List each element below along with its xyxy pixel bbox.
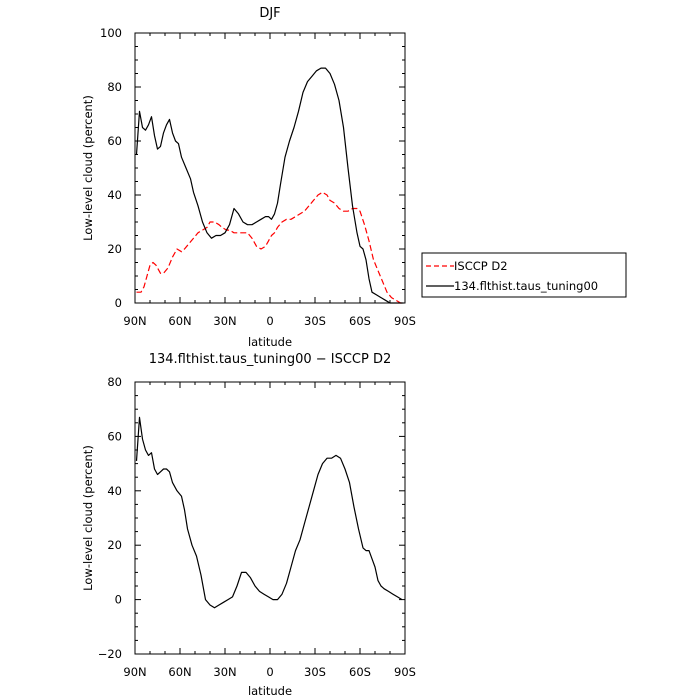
series-line-model <box>135 67 404 304</box>
top-plot-frame <box>134 32 406 304</box>
series-line-isccp-d2 <box>136 191 404 304</box>
x-tick-label: 60S <box>349 665 371 679</box>
y-tick-label: 80 <box>107 80 122 94</box>
x-tick-label: 0 <box>266 314 273 328</box>
x-tick-label: 60N <box>168 314 191 328</box>
y-tick-label: 60 <box>107 134 122 148</box>
x-tick-label: 60N <box>168 665 191 679</box>
bottom-plot-frame <box>134 381 406 655</box>
bottom-x-axis-label: latitude <box>248 684 292 698</box>
x-tick-label: 0 <box>266 665 273 679</box>
bottom-series-lines <box>135 416 403 609</box>
top-axis-ticks <box>134 32 406 304</box>
legend-entry-model: 134.flthist.taus_tuning00 <box>454 279 598 293</box>
bottom-y-axis-label: Low-level cloud (percent) <box>81 445 95 591</box>
legend: ISCCP D2 134.flthist.taus_tuning00 <box>421 252 627 298</box>
series-line-difference <box>135 416 403 609</box>
x-tick-label: 30S <box>304 665 326 679</box>
bottom-panel-title: 134.flthist.taus_tuning00 − ISCCP D2 <box>149 352 392 367</box>
y-tick-label: 0 <box>115 593 122 607</box>
x-tick-label: 90S <box>394 314 416 328</box>
top-y-axis-label: Low-level cloud (percent) <box>81 95 95 241</box>
x-tick-label: 30N <box>213 665 236 679</box>
bottom-panel: 134.flthist.taus_tuning00 − ISCCP D2 90N… <box>81 352 416 698</box>
y-tick-label: −20 <box>98 647 122 661</box>
top-series-lines <box>135 67 404 304</box>
x-tick-label: 30S <box>304 314 326 328</box>
x-tick-label: 60S <box>349 314 371 328</box>
y-tick-label: 60 <box>107 429 122 443</box>
y-tick-label: 0 <box>115 296 122 310</box>
legend-entry-isccp: ISCCP D2 <box>454 259 508 273</box>
y-tick-label: 40 <box>107 484 122 498</box>
top-x-axis-label: latitude <box>248 335 292 349</box>
y-tick-label: 20 <box>107 242 122 256</box>
top-panel-title: DJF <box>259 6 280 21</box>
x-tick-label: 30N <box>213 314 236 328</box>
x-tick-label: 90N <box>123 665 146 679</box>
top-panel: DJF 90N 60N 30N 0 30S 60S 90S 0 20 40 60 80 100 lati… <box>81 6 416 349</box>
y-tick-label: 20 <box>107 538 122 552</box>
top-tick-labels: 90N 60N 30N 0 30S 60S 90S 0 20 40 60 80 100 <box>100 26 416 328</box>
y-tick-label: 100 <box>100 26 122 40</box>
x-tick-label: 90S <box>394 665 416 679</box>
y-tick-label: 80 <box>107 375 122 389</box>
bottom-axis-ticks <box>134 381 406 655</box>
legend-box <box>421 252 627 298</box>
y-tick-label: 40 <box>107 188 122 202</box>
bottom-tick-labels: 90N 60N 30N 0 30S 60S 90S −20 0 20 40 60 80 <box>98 375 416 679</box>
x-tick-label: 90N <box>123 314 146 328</box>
